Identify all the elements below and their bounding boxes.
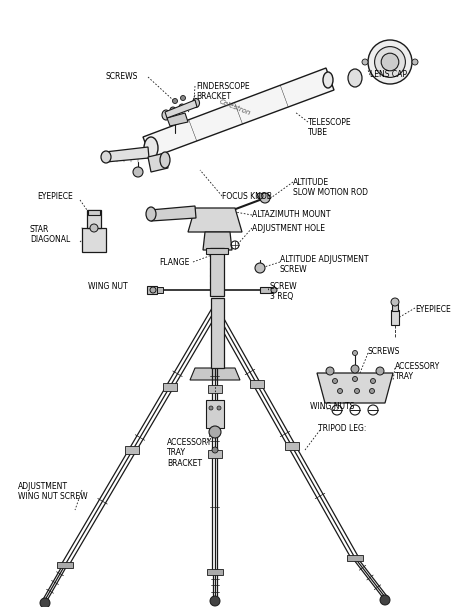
Circle shape [353, 350, 357, 356]
Text: FINDERSCOPE: FINDERSCOPE [196, 82, 250, 91]
Circle shape [351, 365, 359, 373]
Circle shape [209, 406, 213, 410]
Ellipse shape [144, 137, 158, 159]
Circle shape [353, 376, 357, 382]
Text: TELESCOPE
TUBE: TELESCOPE TUBE [308, 118, 352, 137]
Circle shape [337, 388, 343, 393]
Text: BRACKET: BRACKET [196, 92, 231, 101]
Text: EYEPIECE: EYEPIECE [415, 305, 451, 314]
Polygon shape [207, 569, 223, 575]
Text: WING NUTS: WING NUTS [310, 402, 355, 411]
Circle shape [381, 53, 399, 71]
Ellipse shape [160, 152, 170, 168]
Text: LENS CAP: LENS CAP [370, 70, 407, 79]
Ellipse shape [192, 98, 200, 107]
Polygon shape [105, 147, 149, 162]
Text: SCREW
3 REQ: SCREW 3 REQ [270, 282, 298, 302]
Circle shape [209, 426, 221, 438]
Polygon shape [188, 208, 242, 232]
Bar [87, 210, 101, 228]
Text: ALTITUDE ADJUSTMENT
SCREW: ALTITUDE ADJUSTMENT SCREW [280, 255, 368, 274]
Circle shape [255, 263, 265, 273]
Ellipse shape [323, 72, 333, 88]
Ellipse shape [162, 110, 170, 120]
Text: ALTITUDE
SLOW MOTION ROD: ALTITUDE SLOW MOTION ROD [293, 178, 368, 197]
Bar [206, 400, 224, 428]
Text: SCREWS: SCREWS [106, 72, 138, 81]
Circle shape [412, 59, 418, 65]
Text: FLANGE: FLANGE [160, 258, 190, 267]
Text: TRIPOD LEG:: TRIPOD LEG: [318, 424, 366, 433]
Bar [88, 210, 100, 215]
Polygon shape [203, 232, 232, 250]
Polygon shape [190, 368, 240, 380]
Circle shape [362, 59, 368, 65]
Ellipse shape [348, 69, 362, 87]
Polygon shape [126, 446, 139, 454]
Polygon shape [208, 450, 222, 458]
Polygon shape [167, 113, 188, 126]
Polygon shape [208, 385, 222, 393]
Circle shape [217, 406, 221, 410]
Polygon shape [143, 68, 334, 158]
Ellipse shape [101, 151, 111, 163]
Text: ADJUSTMENT HOLE: ADJUSTMENT HOLE [252, 224, 325, 233]
Polygon shape [165, 100, 197, 118]
Circle shape [376, 367, 384, 375]
Circle shape [212, 447, 218, 453]
Polygon shape [150, 206, 196, 221]
Polygon shape [285, 443, 299, 450]
Text: FOCUS KNOB: FOCUS KNOB [222, 192, 272, 201]
Bar [391, 310, 399, 325]
Circle shape [179, 104, 185, 110]
Polygon shape [157, 287, 163, 293]
Circle shape [271, 287, 277, 293]
Bar [206, 248, 228, 254]
Text: ALTAZIMUTH MOUNT: ALTAZIMUTH MOUNT [252, 210, 330, 219]
Circle shape [374, 47, 405, 78]
Polygon shape [250, 381, 264, 388]
Circle shape [260, 193, 270, 203]
Text: ACCESSORY
TRAY
BRACKET: ACCESSORY TRAY BRACKET [167, 438, 213, 468]
Circle shape [133, 167, 143, 177]
Circle shape [181, 95, 185, 101]
Circle shape [257, 193, 263, 199]
Bar [392, 304, 398, 311]
Circle shape [326, 367, 334, 375]
Polygon shape [57, 562, 73, 568]
Circle shape [170, 107, 176, 113]
Polygon shape [147, 286, 157, 294]
Polygon shape [317, 373, 393, 403]
Ellipse shape [146, 207, 156, 221]
Circle shape [173, 98, 177, 104]
Circle shape [370, 388, 374, 393]
Text: SCREWS: SCREWS [368, 347, 401, 356]
Circle shape [150, 287, 156, 293]
Bar [210, 248, 224, 296]
Circle shape [355, 388, 359, 393]
Polygon shape [163, 382, 177, 390]
Text: STAR
DIAGONAL: STAR DIAGONAL [30, 225, 70, 245]
Circle shape [368, 40, 412, 84]
Circle shape [380, 595, 390, 605]
Text: WING NUT: WING NUT [88, 282, 128, 291]
Bar [211, 298, 224, 368]
Circle shape [90, 224, 98, 232]
Polygon shape [148, 153, 168, 172]
Circle shape [371, 379, 375, 384]
Circle shape [40, 598, 50, 607]
Polygon shape [347, 555, 363, 561]
Text: Celestron: Celestron [219, 98, 252, 116]
Polygon shape [82, 228, 106, 252]
Text: ADJUSTMENT
WING NUT SCREW: ADJUSTMENT WING NUT SCREW [18, 482, 88, 501]
Circle shape [332, 379, 337, 384]
Text: ACCESSORY
TRAY: ACCESSORY TRAY [395, 362, 440, 381]
Polygon shape [260, 287, 272, 293]
Circle shape [391, 298, 399, 306]
Text: EYEPIECE: EYEPIECE [37, 192, 73, 201]
Circle shape [210, 596, 220, 606]
